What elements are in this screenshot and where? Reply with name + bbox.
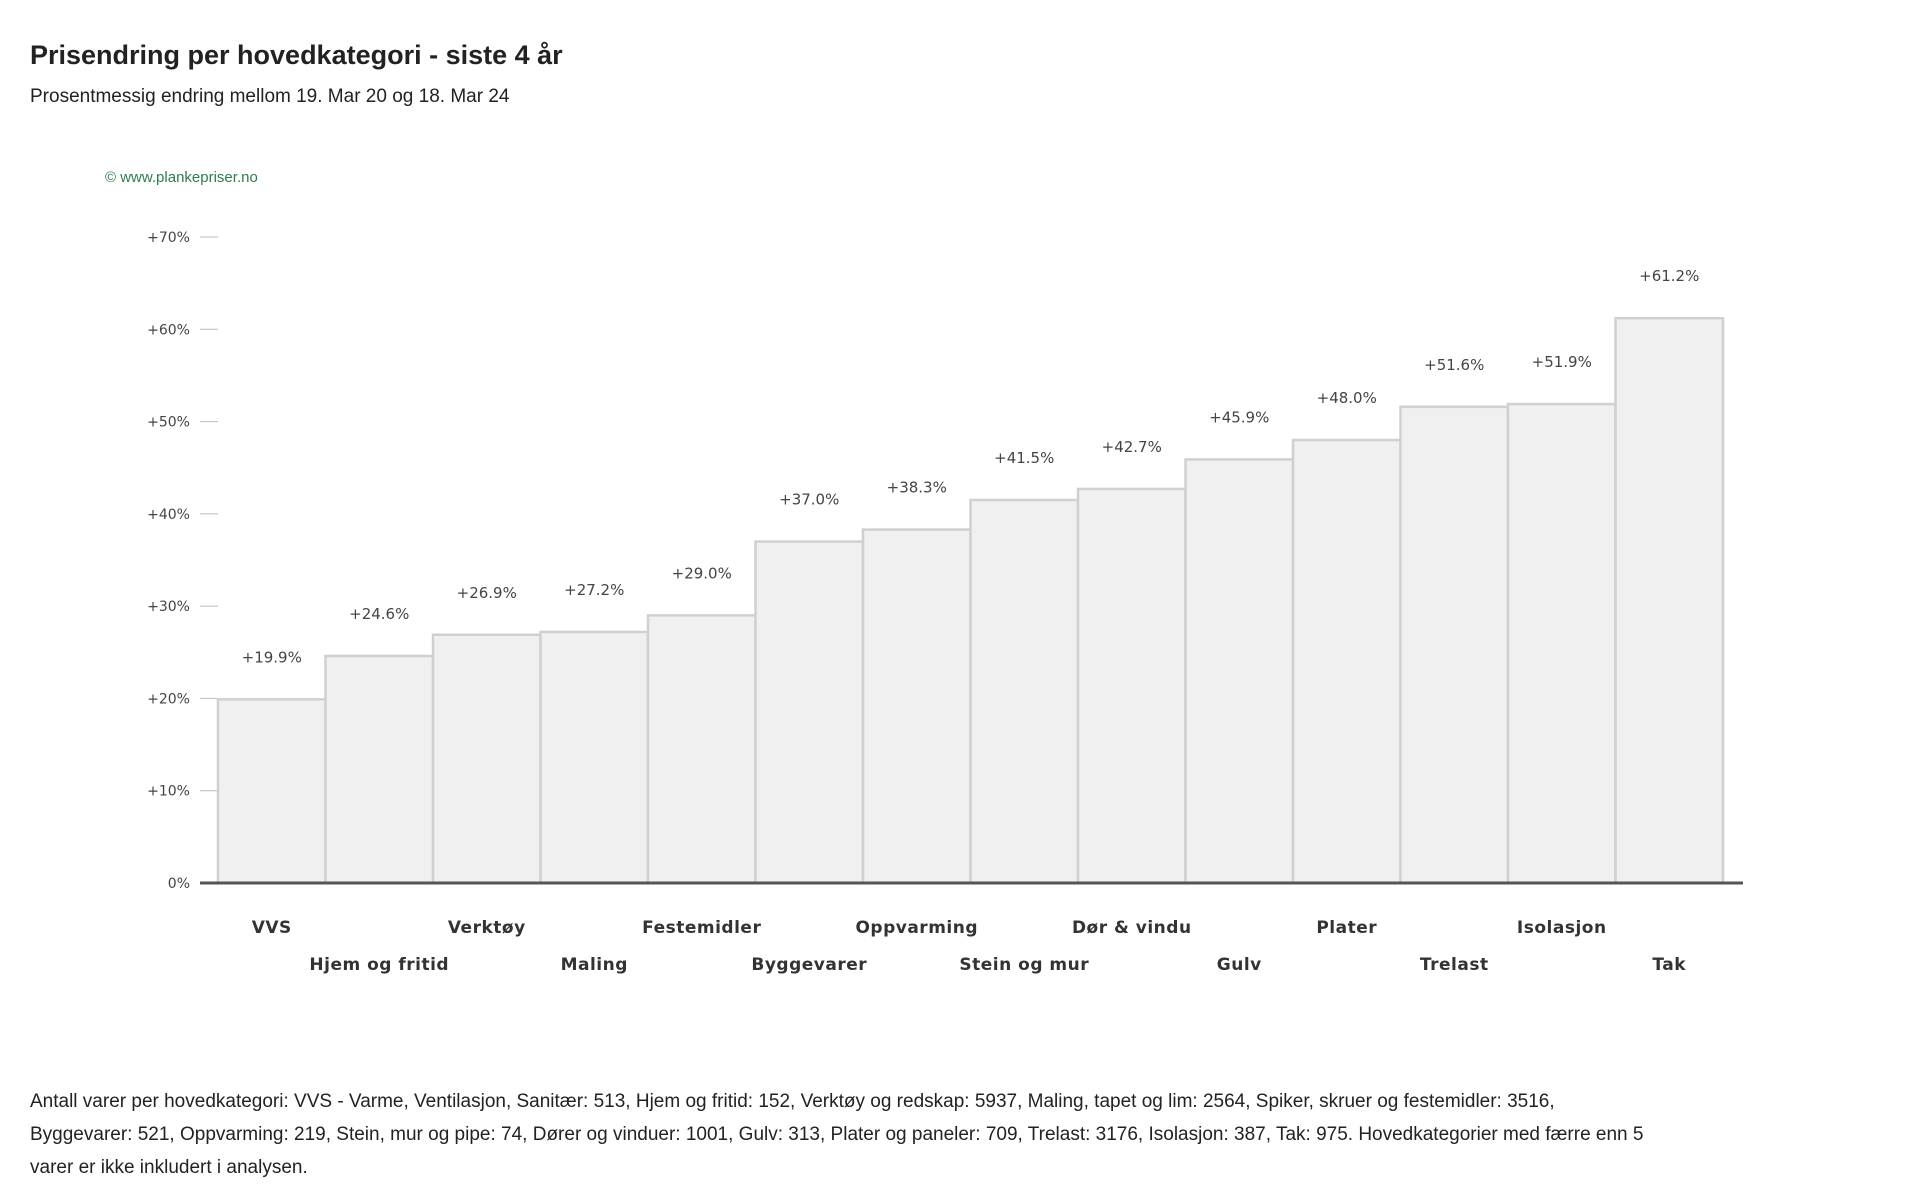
data-label: +41.5% [994, 449, 1054, 467]
data-label: +27.2% [564, 581, 624, 599]
bar[interactable] [431, 633, 542, 885]
bar[interactable] [1399, 405, 1510, 885]
x-tick-label: Trelast [1420, 955, 1489, 975]
data-label: +38.3% [887, 479, 947, 497]
y-tick-label: +20% [147, 691, 190, 707]
x-tick-label: Isolasjon [1517, 918, 1607, 938]
x-tick-label: Hjem og fritid [309, 955, 449, 975]
x-tick-label: Tak [1652, 955, 1686, 975]
x-tick-label: Byggevarer [751, 955, 867, 975]
x-tick-label: Stein og mur [959, 955, 1089, 975]
bars [216, 316, 1725, 885]
bar-chart: © www.plankepriser.no 0% +10% +20% +30% +40%… [105, 169, 1743, 975]
data-label: +61.2% [1639, 267, 1699, 285]
data-label: +51.9% [1532, 353, 1592, 371]
y-tick-label: +70% [147, 230, 190, 246]
bar[interactable] [1076, 487, 1187, 885]
x-tick-label: Oppvarming [855, 918, 978, 938]
footnote: Antall varer per hovedkategori: VVS - Va… [30, 1091, 1644, 1178]
y-axis: 0% +10% +20% +30% +40% +50% +60% +70% [147, 230, 218, 892]
data-label: +51.6% [1424, 356, 1484, 374]
chart-title: Prisendring per hovedkategori - siste 4 … [30, 40, 563, 70]
y-tick-label: +50% [147, 415, 190, 431]
chart-subtitle: Prosentmessig endring mellom 19. Mar 20 … [30, 86, 510, 107]
bar[interactable] [324, 654, 435, 885]
y-tick-label: +40% [147, 507, 190, 523]
x-axis-labels: VVS Hjem og fritid Verktøy Maling Festemidle… [252, 918, 1686, 975]
x-tick-label: Festemidler [642, 918, 761, 938]
data-label: +45.9% [1209, 408, 1269, 426]
x-tick-label: Plater [1316, 918, 1377, 938]
bar[interactable] [861, 528, 972, 885]
x-tick-label: Maling [561, 955, 628, 975]
value-labels: +19.9% +24.6% +26.9% +27.2% +29.0% +37.0% +38.… [242, 267, 1700, 666]
bar[interactable] [539, 630, 650, 885]
watermark: © www.plankepriser.no [105, 169, 258, 186]
y-tick-label: +30% [147, 599, 190, 615]
data-label: +48.0% [1317, 389, 1377, 407]
data-label: +37.0% [779, 491, 839, 509]
y-tick-label: 0% [168, 876, 190, 892]
y-tick-label: +60% [147, 322, 190, 338]
x-tick-label: VVS [252, 918, 292, 938]
bar[interactable] [754, 540, 865, 885]
data-label: +24.6% [349, 605, 409, 623]
data-label: +42.7% [1102, 438, 1162, 456]
bar[interactable] [1506, 402, 1617, 885]
x-tick-label: Gulv [1217, 955, 1262, 975]
bar[interactable] [216, 698, 327, 885]
bar[interactable] [1614, 316, 1725, 885]
data-label: +26.9% [457, 584, 517, 602]
bar[interactable] [646, 614, 757, 885]
data-label: +29.0% [672, 564, 732, 582]
bar[interactable] [969, 498, 1080, 885]
x-tick-label: Dør & vindu [1072, 918, 1192, 938]
bar[interactable] [1184, 458, 1295, 885]
y-tick-label: +10% [147, 784, 190, 800]
data-label: +19.9% [242, 648, 302, 666]
x-tick-label: Verktøy [448, 918, 526, 938]
bar[interactable] [1291, 438, 1402, 885]
